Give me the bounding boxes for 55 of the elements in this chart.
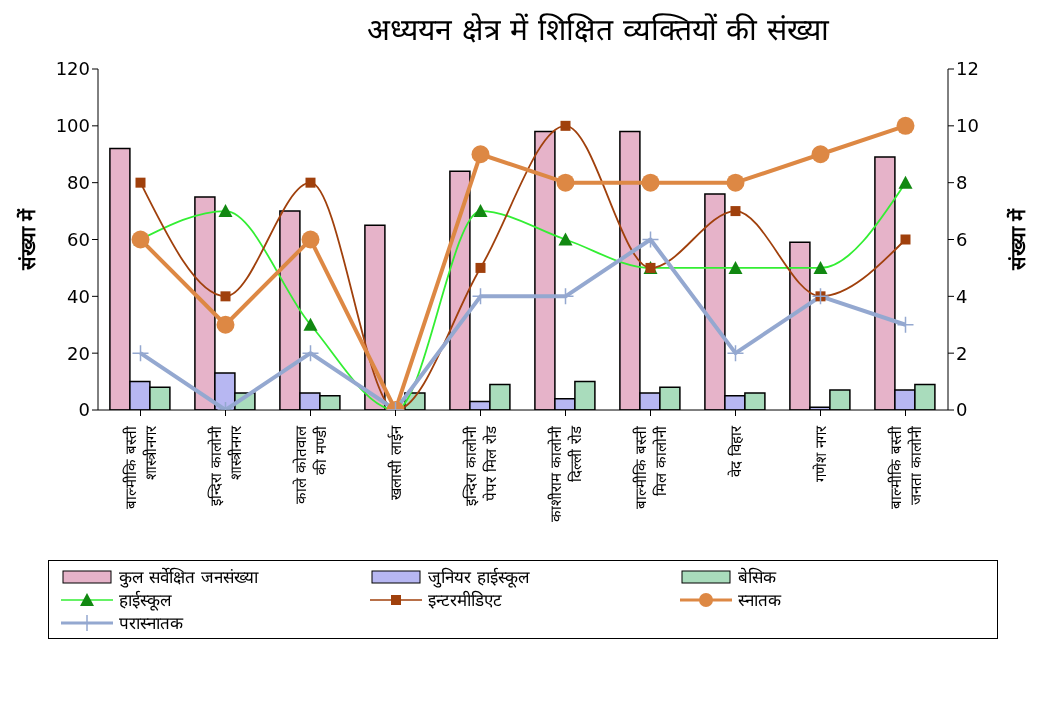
y-axis-title: संख्या में xyxy=(16,207,41,272)
point xyxy=(301,344,320,362)
y-tick-label: 80 xyxy=(67,172,90,194)
y2-tick-label: 8 xyxy=(956,172,968,194)
point xyxy=(811,287,830,306)
x-tick-label: वेद विहार xyxy=(726,425,745,477)
legend-label: परास्नातक xyxy=(119,612,183,634)
point xyxy=(896,316,915,334)
legend-label: हाईस्कूल xyxy=(119,589,172,611)
point xyxy=(641,173,660,192)
point xyxy=(811,145,830,164)
point xyxy=(560,120,571,131)
y2-tick-label: 10 xyxy=(956,115,979,137)
point xyxy=(220,291,231,302)
y2-tick-label: 6 xyxy=(956,228,968,250)
point xyxy=(216,315,235,334)
x-tick-label: काशीराम कालोनी दिल्ली रोड xyxy=(546,425,585,522)
point xyxy=(556,173,575,192)
point xyxy=(726,344,745,362)
y2-tick-label: 12 xyxy=(956,58,979,80)
legend-label: स्नातक xyxy=(737,589,781,611)
legend-label: इन्टरमीडिएट xyxy=(428,589,503,611)
point xyxy=(475,262,486,273)
legend-label: कुल सर्वेक्षित जनसंख्या xyxy=(119,566,258,588)
x-tick-label: बाल्मीकि बस्ती मिल कालोनी xyxy=(631,425,670,509)
y-tick-label: 60 xyxy=(67,228,90,250)
point xyxy=(726,173,745,192)
point xyxy=(471,145,490,164)
x-tick-label: खलासी लाईन xyxy=(386,425,405,500)
y2-axis-title: संख्या में xyxy=(1006,207,1031,272)
y-tick-label: 120 xyxy=(55,58,90,80)
x-tick-label: इन्दिरा कालोनी शास्त्रीनगर xyxy=(206,425,245,506)
point xyxy=(301,230,320,249)
point xyxy=(135,177,146,188)
y-tick-label: 0 xyxy=(78,399,90,421)
x-tick-label: बाल्मीकि बस्ती जनता कालोनी xyxy=(886,425,925,509)
legend-label: बेसिक xyxy=(737,566,776,588)
x-tick-label: इन्दिरा कालोनी पेपर मिल रोड xyxy=(461,425,500,506)
x-tick-label: काले कोतवाल की मण्डी xyxy=(291,425,330,504)
legend-label: जुनियर हाईस्कूल xyxy=(428,566,530,588)
point xyxy=(131,344,150,362)
y-tick-label: 20 xyxy=(67,342,90,364)
y-tick-label: 100 xyxy=(55,115,90,137)
point xyxy=(730,206,741,217)
point xyxy=(896,116,915,135)
y2-tick-label: 4 xyxy=(956,285,968,307)
point xyxy=(641,230,660,249)
y2-tick-label: 0 xyxy=(956,399,968,421)
y-tick-label: 40 xyxy=(67,285,90,307)
point xyxy=(305,177,316,188)
x-tick-label: बाल्मीकि बस्ती शास्त्रीनगर xyxy=(121,425,160,509)
y2-tick-label: 2 xyxy=(956,342,968,364)
chart-title: अध्ययन क्षेत्र में शिक्षित व्यक्तियों की संख्या xyxy=(366,11,831,49)
x-tick-label: गणेश नगर xyxy=(811,425,830,482)
point xyxy=(900,234,911,245)
